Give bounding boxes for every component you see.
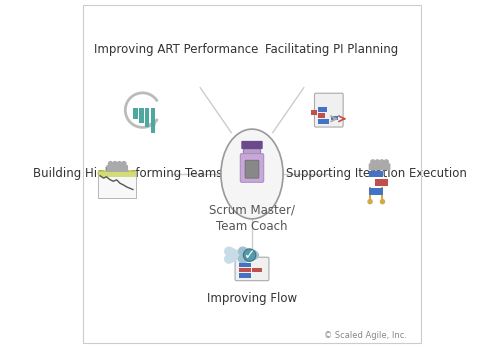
Circle shape bbox=[384, 159, 389, 165]
Bar bbox=[374, 179, 389, 186]
Circle shape bbox=[370, 159, 375, 165]
Circle shape bbox=[379, 159, 385, 165]
Bar bbox=[145, 109, 150, 127]
FancyBboxPatch shape bbox=[115, 165, 123, 172]
FancyBboxPatch shape bbox=[382, 163, 391, 170]
Bar bbox=[369, 171, 383, 177]
Bar bbox=[151, 109, 155, 133]
FancyBboxPatch shape bbox=[373, 163, 382, 170]
Text: © Scaled Agile, Inc.: © Scaled Agile, Inc. bbox=[325, 331, 407, 340]
Bar bbox=[319, 119, 329, 124]
Text: Scrum Master/
Team Coach: Scrum Master/ Team Coach bbox=[209, 203, 295, 234]
FancyBboxPatch shape bbox=[245, 160, 259, 178]
Bar bbox=[311, 110, 317, 115]
Bar bbox=[239, 274, 251, 278]
FancyBboxPatch shape bbox=[106, 165, 114, 172]
FancyBboxPatch shape bbox=[369, 163, 377, 170]
FancyBboxPatch shape bbox=[111, 165, 119, 172]
Bar bbox=[98, 171, 137, 198]
FancyBboxPatch shape bbox=[377, 163, 386, 170]
Ellipse shape bbox=[221, 129, 283, 219]
FancyBboxPatch shape bbox=[241, 141, 263, 149]
Circle shape bbox=[112, 161, 118, 166]
FancyBboxPatch shape bbox=[314, 93, 343, 127]
Bar bbox=[331, 116, 338, 120]
FancyBboxPatch shape bbox=[235, 257, 269, 281]
Bar bbox=[139, 109, 144, 123]
FancyBboxPatch shape bbox=[120, 165, 128, 172]
Bar bbox=[369, 188, 383, 195]
Text: Improving Flow: Improving Flow bbox=[207, 292, 297, 305]
FancyBboxPatch shape bbox=[240, 153, 264, 182]
Bar bbox=[98, 170, 137, 177]
Circle shape bbox=[243, 143, 261, 160]
Bar bbox=[319, 113, 325, 118]
Text: Improving ART Performance: Improving ART Performance bbox=[94, 43, 258, 56]
Circle shape bbox=[108, 161, 113, 166]
Bar bbox=[133, 109, 138, 119]
Text: Building High-Performing Teams: Building High-Performing Teams bbox=[33, 167, 222, 181]
Text: Facilitating PI Planning: Facilitating PI Planning bbox=[265, 43, 398, 56]
Text: Supporting Iteration Execution: Supporting Iteration Execution bbox=[286, 167, 467, 181]
Circle shape bbox=[367, 199, 373, 204]
Bar bbox=[319, 108, 327, 112]
Bar bbox=[239, 268, 251, 272]
Bar bbox=[252, 268, 263, 272]
Circle shape bbox=[374, 159, 380, 165]
Text: ✓: ✓ bbox=[244, 248, 256, 262]
Circle shape bbox=[116, 161, 122, 166]
Bar bbox=[239, 263, 251, 267]
Circle shape bbox=[121, 161, 127, 166]
Circle shape bbox=[243, 249, 256, 261]
Circle shape bbox=[380, 199, 385, 204]
